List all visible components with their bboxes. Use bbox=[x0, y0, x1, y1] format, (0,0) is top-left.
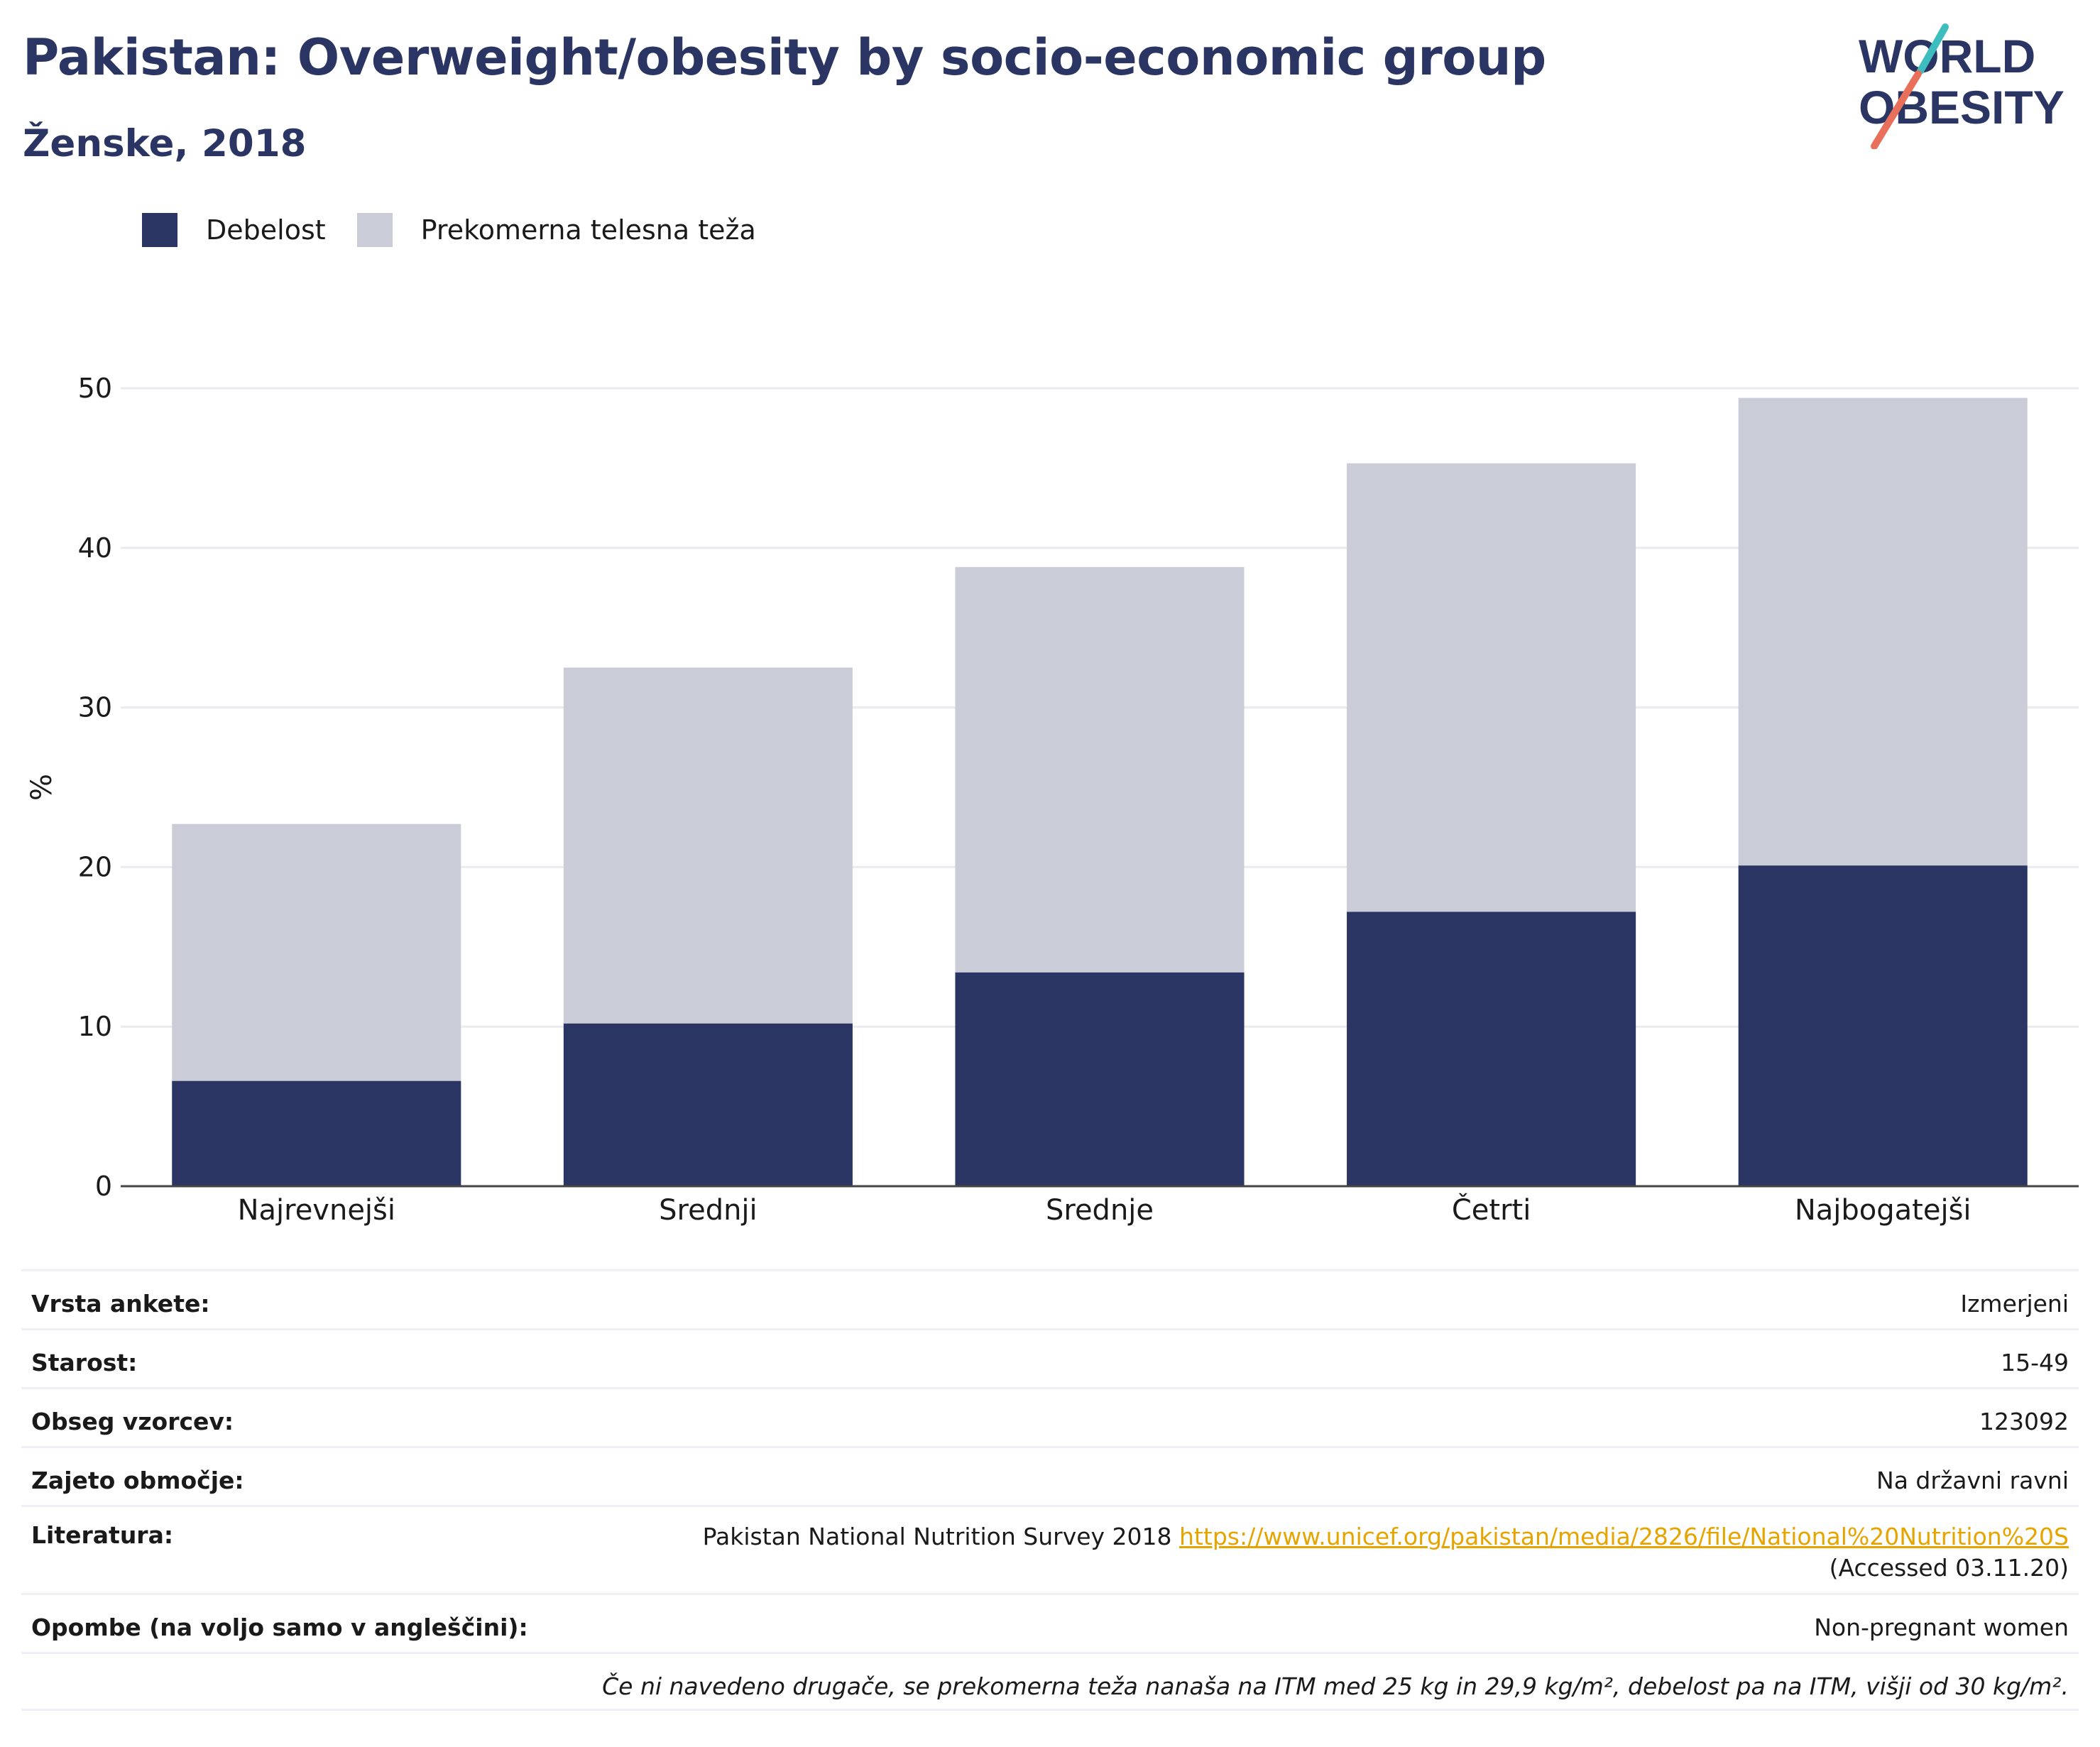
bar-obesity[interactable] bbox=[172, 1080, 461, 1186]
stacked-bar-chart: 0 10 20 30 40 50% Najrevnejši Srednji Srednje Čet… bbox=[26, 373, 2079, 1227]
logo-slash-coral bbox=[1871, 70, 1922, 149]
bar-overweight[interactable] bbox=[172, 823, 461, 1081]
bar-overweight[interactable] bbox=[955, 566, 1245, 973]
y-tick-label: 10 bbox=[78, 1011, 112, 1042]
legend-item-obesity[interactable]: Debelost bbox=[142, 213, 326, 247]
bar-overweight[interactable] bbox=[1347, 463, 1636, 912]
x-tick-label: Četrti bbox=[1452, 1193, 1531, 1227]
bar-obesity[interactable] bbox=[563, 1023, 853, 1186]
x-tick-label: Najbogatejši bbox=[1795, 1194, 1972, 1227]
info-value: Na državni ravni bbox=[1876, 1467, 2069, 1494]
x-tick-label: Srednje bbox=[1046, 1194, 1154, 1227]
x-tick-label: Najrevnejši bbox=[238, 1194, 395, 1227]
literature-value: Pakistan National Nutrition Survey 2018 … bbox=[592, 1521, 2069, 1584]
y-tick-label: 50 bbox=[78, 373, 112, 404]
literature-accessed: (Accessed 03.11.20) bbox=[1829, 1554, 2069, 1582]
info-value: 123092 bbox=[1979, 1408, 2069, 1435]
info-row-footnote: Če ni navedeno drugače, se prekomerna te… bbox=[21, 1652, 2079, 1711]
legend-swatch-overweight bbox=[356, 213, 393, 247]
chart-subtitle: Ženske, 2018 bbox=[23, 122, 307, 165]
info-value: 15-49 bbox=[2001, 1349, 2069, 1376]
info-row-sample-size: Obseg vzorcev: 123092 bbox=[21, 1387, 2079, 1446]
footnote-text: Če ni navedeno drugače, se prekomerna te… bbox=[602, 1672, 2069, 1700]
logo-word-world: WORLD bbox=[1859, 30, 2035, 82]
y-axis-title: % bbox=[26, 774, 58, 801]
bar-obesity[interactable] bbox=[1738, 865, 2028, 1186]
logo-word-obesity: OBESITY bbox=[1859, 81, 2065, 133]
info-row-area: Zajeto območje: Na državni ravni bbox=[21, 1446, 2079, 1505]
literature-link[interactable]: https://www.unicef.org/pakistan/media/28… bbox=[1179, 1523, 2069, 1550]
chart-legend: Debelost Prekomerna telesna teža bbox=[142, 212, 787, 248]
info-label: Literatura: bbox=[31, 1521, 174, 1549]
bar-obesity[interactable] bbox=[1347, 911, 1636, 1186]
bar-obesity[interactable] bbox=[955, 972, 1245, 1186]
info-label: Zajeto območje: bbox=[31, 1467, 244, 1494]
legend-label-obesity: Debelost bbox=[206, 214, 326, 246]
info-row-age: Starost: 15-49 bbox=[21, 1328, 2079, 1387]
y-tick-label: 0 bbox=[95, 1171, 112, 1202]
literature-text: Pakistan National Nutrition Survey 2018 bbox=[702, 1523, 1172, 1550]
y-tick-label: 20 bbox=[78, 851, 112, 882]
survey-info-table: Vrsta ankete: Izmerjeni Starost: 15-49 O… bbox=[21, 1269, 2079, 1711]
legend-item-overweight[interactable]: Prekomerna telesna teža bbox=[356, 213, 756, 247]
logo-slash-teal bbox=[1917, 23, 1949, 75]
info-row-survey-type: Vrsta ankete: Izmerjeni bbox=[21, 1269, 2079, 1328]
legend-label-overweight: Prekomerna telesna teža bbox=[420, 214, 756, 246]
info-row-literature: Literatura: Pakistan National Nutrition … bbox=[21, 1505, 2079, 1593]
y-tick-label: 40 bbox=[78, 532, 112, 564]
info-label: Vrsta ankete: bbox=[31, 1290, 210, 1318]
info-label: Opombe (na voljo samo v angleščini): bbox=[31, 1614, 528, 1641]
x-tick-label: Srednji bbox=[659, 1194, 758, 1227]
bar-overweight[interactable] bbox=[1738, 398, 2028, 866]
world-obesity-logo: WORLD OBESITY bbox=[1859, 23, 2065, 149]
chart-title: Pakistan: Overweight/obesity by socio-ec… bbox=[23, 28, 1546, 87]
info-label: Starost: bbox=[31, 1349, 138, 1376]
legend-swatch-obesity bbox=[142, 213, 177, 247]
info-value: Non-pregnant women bbox=[1814, 1614, 2069, 1641]
info-row-notes: Opombe (na voljo samo v angleščini): Non… bbox=[21, 1593, 2079, 1652]
y-tick-label: 30 bbox=[78, 692, 112, 723]
info-value: Izmerjeni bbox=[1960, 1290, 2069, 1318]
bar-overweight[interactable] bbox=[563, 667, 853, 1024]
info-label: Obseg vzorcev: bbox=[31, 1408, 234, 1435]
